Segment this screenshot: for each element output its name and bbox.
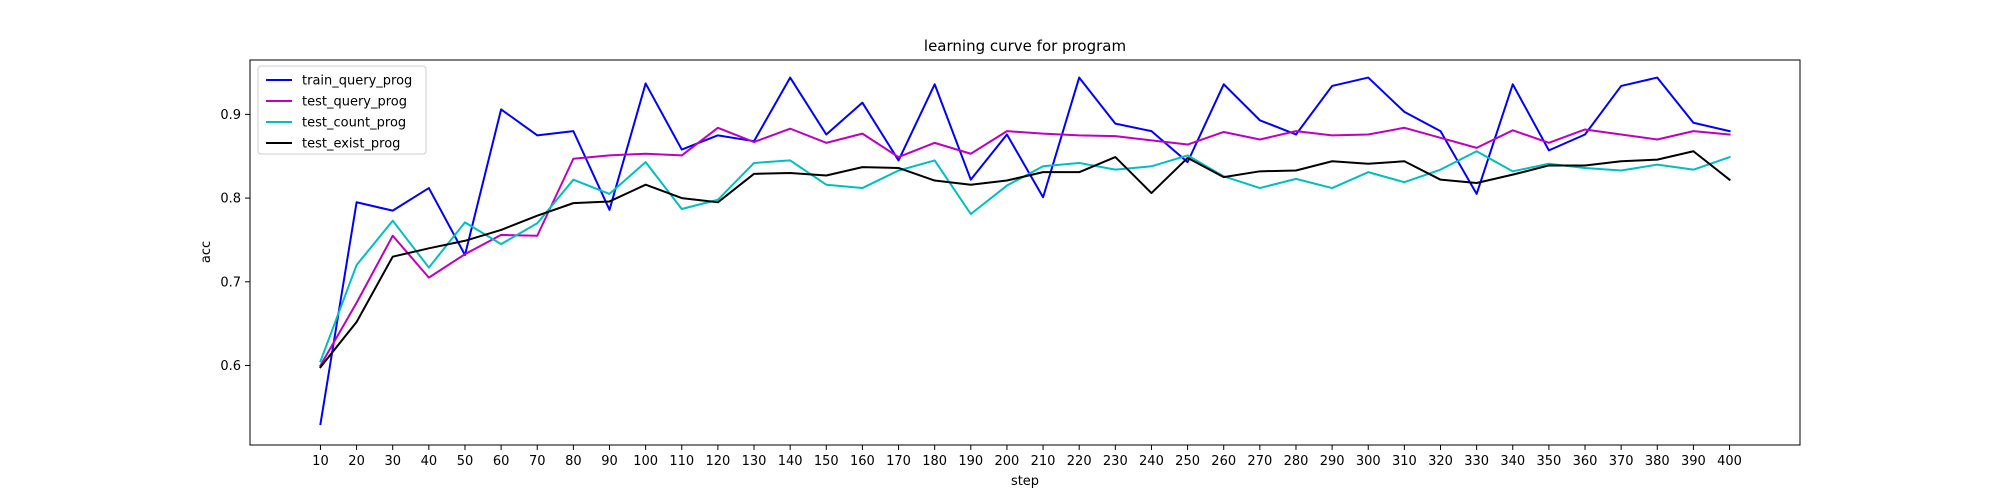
x-tick-label: 40: [421, 454, 438, 469]
x-tick-label: 90: [601, 454, 618, 469]
x-tick-label: 280: [1284, 454, 1309, 469]
series-line-test-query-prog: [319, 126, 1731, 367]
x-tick-label: 100: [633, 454, 658, 469]
x-tick-label: 340: [1500, 454, 1525, 469]
x-tick-label: 130: [742, 454, 767, 469]
y-tick-label: 0.7: [220, 275, 241, 290]
x-tick-label: 260: [1211, 454, 1236, 469]
series-line-test-exist-prog: [319, 150, 1731, 369]
legend: train_query_prog test_query_prog test_coun…: [257, 65, 427, 155]
legend-label: train_query_prog: [302, 74, 412, 89]
x-tick-label: 330: [1464, 454, 1489, 469]
x-tick-label: 200: [995, 454, 1020, 469]
y-axis-ticks: 0.6 0.7 0.8 0.9: [220, 108, 250, 374]
x-tick-label: 170: [886, 454, 911, 469]
x-tick-label: 240: [1139, 454, 1164, 469]
x-tick-label: 210: [1031, 454, 1056, 469]
y-tick-label: 0.8: [220, 192, 241, 207]
x-tick-label: 80: [565, 454, 582, 469]
x-tick-label: 270: [1247, 454, 1272, 469]
x-tick-label: 360: [1573, 454, 1598, 469]
x-tick-label: 150: [814, 454, 839, 469]
x-tick-label: 390: [1681, 454, 1706, 469]
y-axis-label: acc: [199, 241, 214, 263]
x-tick-label: 190: [958, 454, 983, 469]
x-tick-label: 70: [529, 454, 546, 469]
x-tick-label: 220: [1067, 454, 1092, 469]
x-tick-label: 400: [1717, 454, 1742, 469]
x-tick-label: 300: [1356, 454, 1381, 469]
legend-label: test_query_prog: [302, 95, 407, 110]
x-tick-label: 50: [457, 454, 474, 469]
x-tick-label: 30: [384, 454, 401, 469]
x-tick-label: 310: [1392, 454, 1417, 469]
x-tick-label: 10: [312, 454, 329, 469]
legend-items: train_query_prog test_query_prog test_coun…: [266, 74, 412, 152]
x-tick-label: 230: [1103, 454, 1128, 469]
x-tick-label: 180: [922, 454, 947, 469]
y-tick-label: 0.9: [220, 108, 241, 123]
x-tick-label: 350: [1536, 454, 1561, 469]
series-layer: [319, 76, 1731, 426]
x-axis-label: step: [1011, 474, 1039, 489]
plot-area: [250, 60, 1800, 445]
x-tick-label: 160: [850, 454, 875, 469]
x-tick-label: 110: [669, 454, 694, 469]
x-tick-label: 140: [778, 454, 803, 469]
legend-label: test_count_prog: [302, 116, 406, 131]
x-tick-label: 20: [348, 454, 365, 469]
x-tick-label: 120: [705, 454, 730, 469]
plot-frame: [249, 59, 1801, 446]
x-tick-label: 370: [1609, 454, 1634, 469]
legend-label: test_exist_prog: [302, 137, 400, 152]
x-tick-label: 320: [1428, 454, 1453, 469]
x-tick-label: 250: [1175, 454, 1200, 469]
chart-title: learning curve for program: [924, 37, 1126, 55]
x-tick-label: 380: [1645, 454, 1670, 469]
x-tick-label: 60: [493, 454, 510, 469]
y-tick-label: 0.6: [220, 359, 241, 374]
legend-box: [257, 65, 427, 155]
x-tick-label: 290: [1320, 454, 1345, 469]
x-axis-ticks: 10 20 30 40 50 60 70 80 90 100 110 120 130 140 150 160 1…: [312, 445, 1742, 469]
